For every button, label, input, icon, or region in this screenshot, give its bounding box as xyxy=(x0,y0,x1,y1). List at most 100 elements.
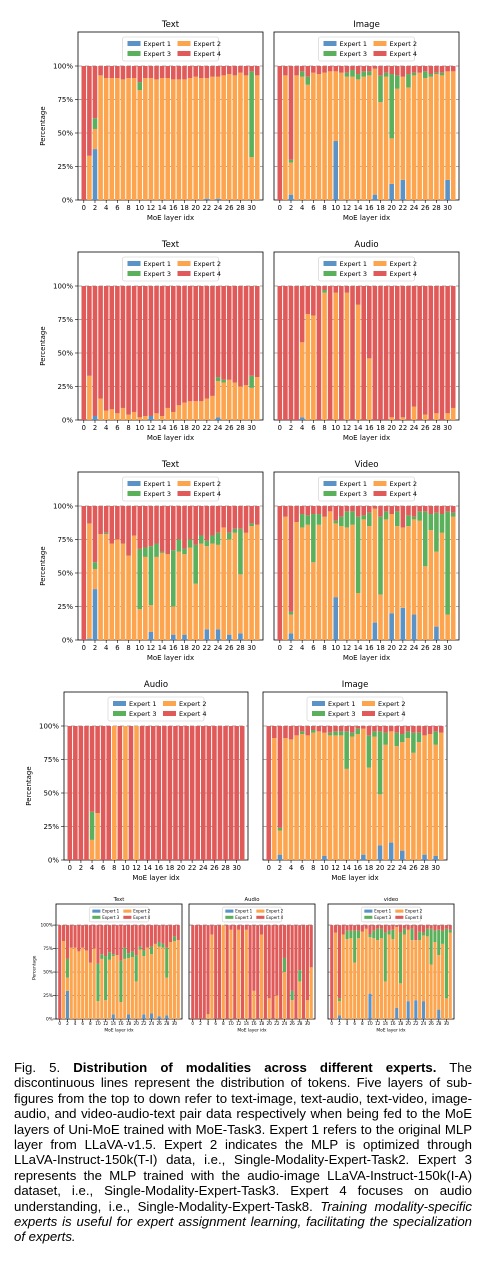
bar-expert4 xyxy=(305,506,311,516)
bar-expert2 xyxy=(87,523,92,639)
bar-expert2 xyxy=(305,314,311,420)
bar-expert2 xyxy=(406,526,411,640)
bar-expert4 xyxy=(378,286,383,420)
legend-label: Expert 4 xyxy=(179,710,207,718)
bar-expert4 xyxy=(201,726,206,860)
bar-expert3 xyxy=(159,551,165,553)
y-tick-label: 50% xyxy=(57,130,73,138)
bar-expert3 xyxy=(405,731,411,739)
bar-expert4 xyxy=(349,726,355,733)
bar-expert1 xyxy=(215,417,221,420)
bar-expert1 xyxy=(400,607,406,640)
legend-swatch-expert2 xyxy=(373,41,387,46)
legend-swatch-expert4 xyxy=(177,51,191,56)
bar-expert4 xyxy=(195,925,199,1019)
bar-expert2 xyxy=(322,732,327,856)
x-tick-label: 20 xyxy=(191,204,200,212)
x-axis-label: MoE layer idx xyxy=(237,1027,267,1033)
x-tick-label: 20 xyxy=(177,864,186,872)
bar-expert3 xyxy=(198,535,204,544)
bar-expert4 xyxy=(232,286,238,383)
legend-label: Expert 4 xyxy=(390,270,418,278)
bar-expert2 xyxy=(299,76,305,200)
x-tick-label: 30 xyxy=(443,204,452,212)
bar-expert3 xyxy=(130,951,134,958)
bar-expert2 xyxy=(237,929,241,1019)
bar-expert3 xyxy=(299,514,305,528)
bar-expert4 xyxy=(238,286,243,387)
bar-expert2 xyxy=(334,932,338,1019)
bar-expert3 xyxy=(288,159,294,163)
bar-expert4 xyxy=(233,925,237,1019)
bar-expert4 xyxy=(427,726,433,735)
bar-expert4 xyxy=(92,506,98,563)
bar-expert3 xyxy=(349,930,353,939)
bar-expert1 xyxy=(148,415,154,420)
x-tick-label: 8 xyxy=(311,864,315,872)
bar-expert4 xyxy=(377,726,383,732)
bar-expert1 xyxy=(434,626,439,640)
bar-expert2 xyxy=(154,79,159,200)
bar-expert2 xyxy=(84,950,89,1019)
x-tick-label: 26 xyxy=(156,1021,162,1026)
bar-expert2 xyxy=(165,977,169,1016)
bar-expert2 xyxy=(254,524,260,640)
x-tick-label: 2 xyxy=(66,1021,69,1026)
x-tick-label: 2 xyxy=(93,204,97,212)
bar-expert4 xyxy=(115,286,120,414)
legend-swatch-expert1 xyxy=(127,41,141,46)
bar-expert4 xyxy=(277,66,283,200)
bar-expert4 xyxy=(410,925,414,929)
x-tick-label: 28 xyxy=(432,424,441,432)
bar-expert1 xyxy=(400,850,405,860)
bar-expert2 xyxy=(159,78,165,200)
axes-frame xyxy=(55,903,183,1020)
x-tick-label: 0 xyxy=(82,424,86,432)
y-tick-label: 25% xyxy=(43,823,59,831)
bar-expert4 xyxy=(237,925,241,930)
bar-expert4 xyxy=(338,726,344,732)
bar-expert2 xyxy=(238,574,243,634)
bar-expert4 xyxy=(198,925,202,1019)
bar-expert4 xyxy=(156,726,162,860)
bar-expert4 xyxy=(425,925,429,929)
bar-expert2 xyxy=(368,937,372,994)
bar-expert2 xyxy=(361,519,366,640)
bar-expert4 xyxy=(398,925,403,933)
bar-expert3 xyxy=(345,930,349,940)
x-tick-label: 8 xyxy=(222,1021,225,1026)
bar-expert4 xyxy=(388,726,394,732)
bar-expert4 xyxy=(249,286,254,376)
bar-expert2 xyxy=(361,76,366,200)
y-tick-label: 25% xyxy=(43,993,53,999)
bar-expert3 xyxy=(149,946,154,955)
y-tick-label: 0% xyxy=(62,637,73,645)
bar-expert3 xyxy=(367,512,372,527)
legend-swatch-expert4 xyxy=(373,491,387,496)
bar-expert3 xyxy=(406,74,411,88)
bar-expert4 xyxy=(299,726,305,732)
bar-expert2 xyxy=(433,744,438,856)
bar-expert4 xyxy=(350,66,355,71)
bar-expert4 xyxy=(279,925,283,1019)
legend-label: Expert 3 xyxy=(235,915,252,920)
bar-expert2 xyxy=(391,939,395,1019)
x-tick-label: 10 xyxy=(320,864,329,872)
bar-expert2 xyxy=(210,76,215,200)
x-tick-label: 8 xyxy=(126,644,130,652)
bar-expert4 xyxy=(89,726,95,812)
x-tick-label: 0 xyxy=(82,644,86,652)
bar-expert1 xyxy=(288,194,294,200)
bar-expert1 xyxy=(111,1014,115,1019)
x-tick-label: 8 xyxy=(322,424,326,432)
x-tick-label: 24 xyxy=(214,204,223,212)
chart-title: Audio xyxy=(354,240,378,250)
x-tick-label: 10 xyxy=(331,424,340,432)
bar-expert4 xyxy=(171,66,176,80)
bar-expert4 xyxy=(210,925,214,935)
bar-expert2 xyxy=(161,947,165,1019)
bar-expert2 xyxy=(344,527,350,640)
x-tick-label: 30 xyxy=(232,864,241,872)
bar-expert3 xyxy=(232,528,238,533)
bar-expert2 xyxy=(77,951,81,1019)
